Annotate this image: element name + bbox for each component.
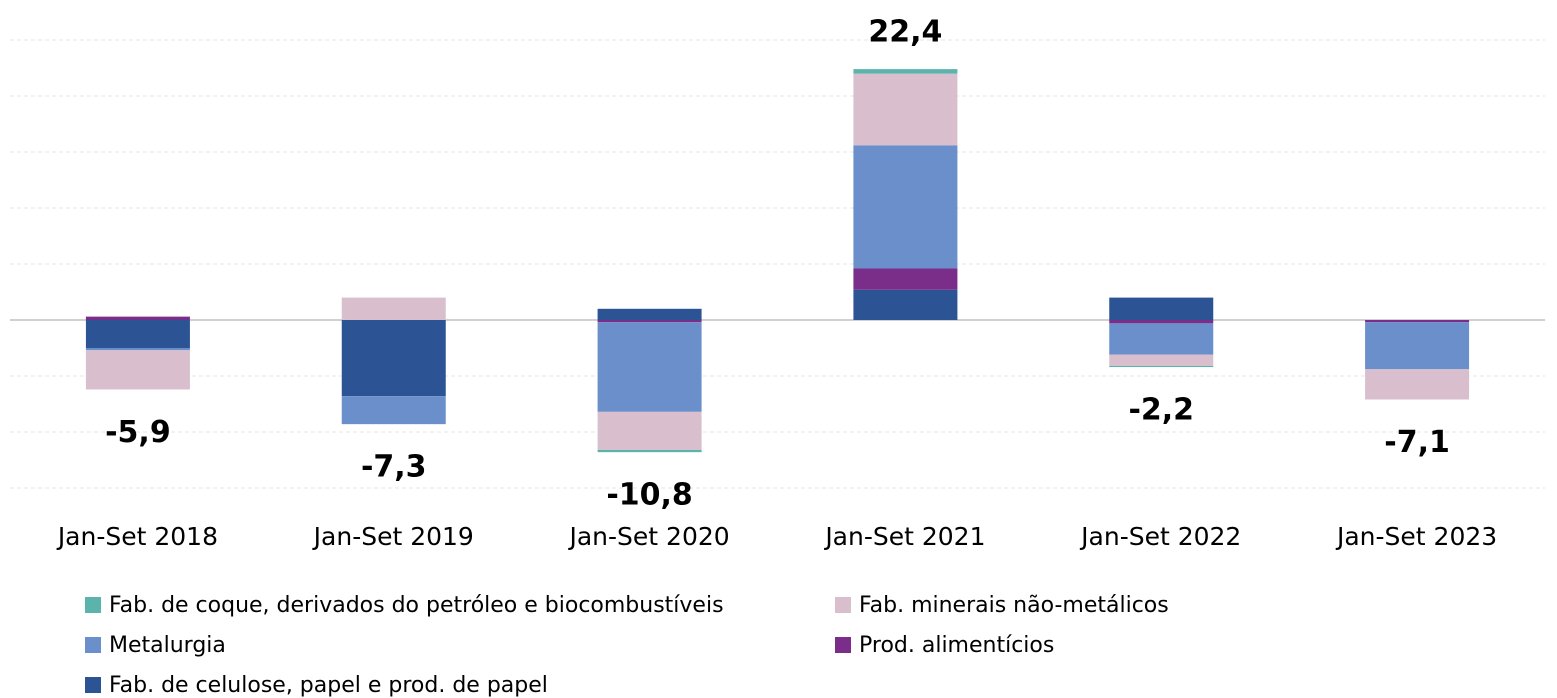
x-tick-label: Jan-Set 2022 xyxy=(1079,522,1241,551)
bar-segment xyxy=(1365,322,1470,370)
bar-segment xyxy=(853,69,958,74)
bar-segment xyxy=(853,145,958,269)
bar-segment xyxy=(85,320,190,348)
bar-segment xyxy=(341,320,446,397)
legend-label: Fab. de celulose, papel e prod. de papel xyxy=(109,673,548,698)
x-tick-label: Jan-Set 2019 xyxy=(312,522,474,551)
total-label: -10,8 xyxy=(606,478,692,513)
total-label: 22,4 xyxy=(868,15,942,50)
bar-segment xyxy=(1109,320,1214,324)
legend-swatch xyxy=(835,637,851,653)
x-tick-label: Jan-Set 2020 xyxy=(567,522,729,551)
bar-segment xyxy=(853,268,958,290)
bar-segment xyxy=(597,322,702,412)
legend-label: Prod. alimentícios xyxy=(859,633,1054,658)
x-tick-label: Jan-Set 2023 xyxy=(1335,522,1497,551)
legend-swatch xyxy=(85,597,101,613)
bar-segment xyxy=(1365,320,1470,323)
bar-segment xyxy=(597,411,702,450)
legend-label: Metalurgia xyxy=(109,633,226,658)
legend-swatch xyxy=(835,597,851,613)
legend-swatch xyxy=(85,637,101,653)
total-label: -2,2 xyxy=(1128,393,1194,428)
total-label: -5,9 xyxy=(105,415,171,450)
legend-label: Fab. minerais não-metálicos xyxy=(859,593,1169,618)
x-tick-label: Jan-Set 2021 xyxy=(823,522,985,551)
bar-segment xyxy=(597,308,702,320)
bar-segment xyxy=(597,449,702,453)
bar-segment xyxy=(1109,323,1214,355)
bar-segment xyxy=(1365,369,1470,400)
legend-swatch xyxy=(85,677,101,693)
bar-segment xyxy=(1109,354,1214,366)
bar-segment xyxy=(853,289,958,320)
x-tick-label: Jan-Set 2018 xyxy=(56,522,218,551)
total-label: -7,1 xyxy=(1384,425,1450,460)
bar-segment xyxy=(85,350,190,390)
bar-segment xyxy=(341,396,446,425)
bar-segment xyxy=(1109,365,1214,368)
bar-segment xyxy=(341,297,446,320)
legend-label: Fab. de coque, derivados do petróleo e b… xyxy=(109,593,724,618)
total-label: -7,3 xyxy=(361,450,427,485)
bar-segment xyxy=(597,320,702,323)
bar-segment xyxy=(85,348,190,351)
bar-segment xyxy=(1109,297,1214,320)
bar-segment xyxy=(853,73,958,146)
bar-segment xyxy=(85,316,190,320)
